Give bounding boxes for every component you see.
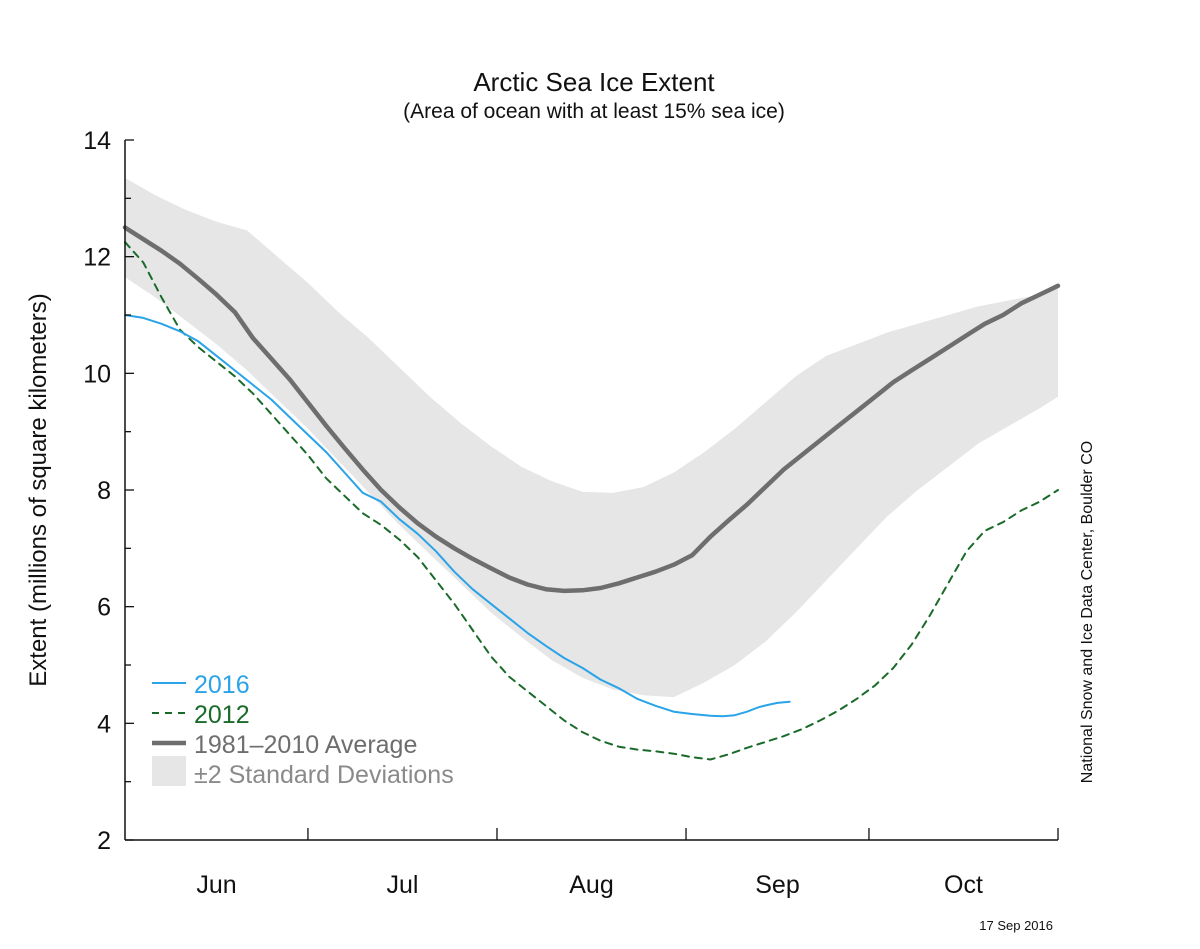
y-tick-label: 2 [97,827,111,855]
std-dev-band-layer [125,177,1058,698]
y-tick-label: 8 [97,477,111,505]
x-month-label: Sep [755,871,799,899]
chart-title: Arctic Sea Ice Extent [473,67,715,97]
credit-annotation: National Snow and Ice Data Center, Bould… [1079,441,1096,783]
y-tick-label: 12 [83,244,111,272]
series-line-2016 [124,314,791,718]
date-annotation: 17 Sep 2016 [979,918,1053,933]
series-line-2012 [124,241,1059,761]
y-tick-label: 4 [97,710,111,738]
legend-label-2012: 2012 [194,701,250,729]
legend-label-2-standard-deviations: ±2 Standard Deviations [194,761,454,789]
y-tick-label: 14 [83,127,111,155]
y-tick-label: 6 [97,594,111,622]
x-month-label: Oct [944,871,983,899]
legend-label-2016: 2016 [194,671,250,699]
x-month-label: Aug [569,871,613,899]
legend-swatch-2-standard-deviations [152,756,186,786]
x-month-label: Jun [196,871,236,899]
y-tick-label: 10 [83,360,111,388]
std-dev-band [125,177,1058,698]
legend-label-1981-2010-average: 1981–2010 Average [194,731,417,759]
x-month-label: Jul [386,871,418,899]
chart-subtitle: (Area of ocean with at least 15% sea ice… [403,100,785,123]
axis-layer: 2 4 6 8 10 12 14 Jun Jul Aug Sep Oct [83,127,1059,899]
series-line-1981-2010-average [122,225,1061,594]
y-axis-label: Extent (millions of square kilometers) [25,293,52,686]
series-layer [122,225,1061,761]
